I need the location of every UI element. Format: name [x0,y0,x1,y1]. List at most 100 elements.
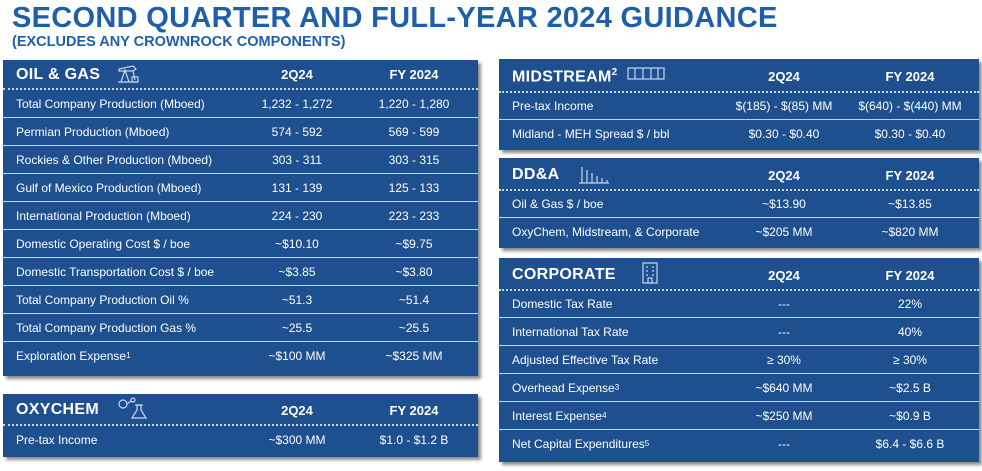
dda-col-2q24: 2Q24 [768,168,800,183]
table-row: Total Company Production (Mboed) 1,232 - … [3,90,478,118]
row-label: International Production (Mboed) [16,202,191,229]
oil-pump-icon [115,62,141,89]
value-2q24: ≥ 30% [767,352,801,367]
table-row: International Production (Mboed) 224 - 23… [3,202,478,230]
oxychem-col-2q24: 2Q24 [281,403,313,418]
value-2q24: --- [778,324,790,339]
dda-title: DD&A [512,166,560,183]
table-row: Gulf of Mexico Production (Mboed) 131 - 1… [3,174,478,202]
row-label: Total Company Production (Mboed) [16,90,205,117]
midstream-header: MIDSTREAM2 2Q24 FY 2024 [499,59,979,93]
value-2q24: ~$13.90 [762,196,806,211]
row-label-text: Rockies & Other Production (Mboed) [16,152,213,167]
oil-gas-panel: OIL & GAS 2Q24 FY 2024 Total Company Pro… [3,60,478,376]
oxychem-header: OXYCHEM 2Q24 FY 2024 [3,394,478,426]
table-row: Total Company Production Oil % ~51.3 ~51.4 [3,286,478,314]
value-2q24: $(185) - $(85) MM [735,98,833,113]
building-icon [641,261,659,290]
value-2q24: 1,232 - 1,272 [261,96,333,111]
table-row: Pre-tax Income $(185) - $(85) MM $(640) - … [499,92,979,120]
row-label-text: Total Company Production Gas % [16,320,197,335]
oxychem-col-fy2024: FY 2024 [389,403,439,418]
value-2q24: --- [778,436,790,451]
dda-panel: DD&A 2Q24 FY 2024 Oil & Gas $ / boe ~$13.… [499,158,979,248]
value-fy2024: 303 - 315 [388,152,440,167]
value-fy2024: 22% [897,296,923,311]
dda-col-fy2024: FY 2024 [885,168,935,183]
oxychem-panel: OXYCHEM 2Q24 FY 2024 Pre-tax Income ~$300… [3,394,478,457]
value-fy2024: ~$3.80 [395,264,433,279]
row-label: OxyChem, Midstream, & Corporate [512,218,699,245]
row-label-text: Oil & Gas $ / boe [512,196,604,211]
table-row: Exploration Expense 1 ~$100 MM ~$325 MM [3,342,478,369]
dda-header: DD&A 2Q24 FY 2024 [499,158,979,191]
footnote-marker: 5 [644,439,650,448]
corporate-col-fy2024: FY 2024 [885,268,935,283]
value-fy2024: ~$0.9 B [889,408,931,423]
row-label: International Tax Rate [512,318,629,345]
oil-gas-title: OIL & GAS [16,66,101,83]
table-row: Overhead Expense 3 ~$640 MM ~$2.5 B [499,374,979,402]
value-fy2024: $0.30 - $0.40 [874,126,946,141]
value-fy2024: 1,220 - 1,280 [378,96,450,111]
row-label-text: Domestic Transportation Cost $ / boe [16,264,215,279]
row-label-text: Midland - MEH Spread $ / bbl [512,126,670,141]
value-fy2024: ~51.4 [398,292,430,307]
table-row: Midland - MEH Spread $ / bbl $0.30 - $0.4… [499,120,979,147]
row-label: Gulf of Mexico Production (Mboed) [16,174,201,201]
corporate-panel: CORPORATE 2Q24 FY 2024 Domestic Tax Rate… [499,258,979,462]
row-label-text: Total Company Production (Mboed) [16,96,205,111]
value-2q24: ~$640 MM [755,380,813,395]
table-row: Pre-tax Income ~$300 MM $1.0 - $1.2 B [3,426,478,454]
row-label-text: Total Company Production Oil % [16,292,189,307]
row-label: Domestic Tax Rate [512,290,612,317]
value-2q24: ~25.5 [281,320,313,335]
value-2q24: 131 - 139 [271,180,323,195]
row-label-text: Pre-tax Income [512,98,594,113]
table-row: Rockies & Other Production (Mboed) 303 - … [3,146,478,174]
row-label: Exploration Expense 1 [16,342,131,369]
chemistry-flask-icon [116,396,148,425]
row-label: Rockies & Other Production (Mboed) [16,146,212,173]
midstream-title-text: MIDSTREAM [512,68,612,86]
table-row: Domestic Operating Cost $ / boe ~$10.10 ~$… [3,230,478,258]
table-row: International Tax Rate --- 40% [499,318,979,346]
value-fy2024: ~$820 MM [881,224,939,239]
value-fy2024: $(640) - $(440) MM [858,98,962,113]
value-2q24: $0.30 - $0.40 [748,126,820,141]
row-label: Domestic Operating Cost $ / boe [16,230,190,257]
oil-gas-header: OIL & GAS 2Q24 FY 2024 [3,60,478,90]
table-row: Interest Expense 4 ~$250 MM ~$0.9 B [499,402,979,430]
footnote-marker: 1 [126,351,131,360]
row-label: Oil & Gas $ / boe [512,190,603,217]
value-2q24: --- [778,296,790,311]
value-2q24: 303 - 311 [272,152,322,167]
value-2q24: ~51.3 [281,292,313,307]
row-label-text: Permian Production (Mboed) [16,124,170,139]
table-row: Adjusted Effective Tax Rate ≥ 30% ≥ 30% [499,346,979,374]
row-label: Total Company Production Gas % [16,314,196,341]
midstream-col-2q24: 2Q24 [768,69,800,84]
row-label: Interest Expense 4 [512,402,607,429]
footnote-marker: 3 [614,383,620,392]
footnote-marker: 4 [602,411,607,420]
row-label: Pre-tax Income [512,92,593,119]
row-label-text: OxyChem, Midstream, & Corporate [512,224,700,239]
row-label: Net Capital Expenditures 5 [512,430,649,457]
value-fy2024: ≥ 30% [893,352,927,367]
row-label-text: Domestic Tax Rate [512,296,613,311]
table-row: Permian Production (Mboed) 574 - 592 569 -… [3,118,478,146]
value-fy2024: 569 - 599 [388,124,440,139]
value-2q24: 224 - 230 [271,208,323,223]
row-label: Domestic Transportation Cost $ / boe [16,258,214,285]
value-fy2024: ~$9.75 [395,236,433,251]
row-label: Overhead Expense 3 [512,374,619,401]
value-2q24: ~$300 MM [268,433,326,447]
table-row: Domestic Tax Rate --- 22% [499,290,979,318]
row-label: Midland - MEH Spread $ / bbl [512,120,669,147]
value-2q24: ~$250 MM [755,408,813,423]
midstream-title: MIDSTREAM2 [512,67,617,86]
table-row: OxyChem, Midstream, & Corporate ~$205 MM ~… [499,218,979,245]
row-label-text: Overhead Expense [512,380,615,395]
midstream-footnote: 2 [611,67,618,78]
